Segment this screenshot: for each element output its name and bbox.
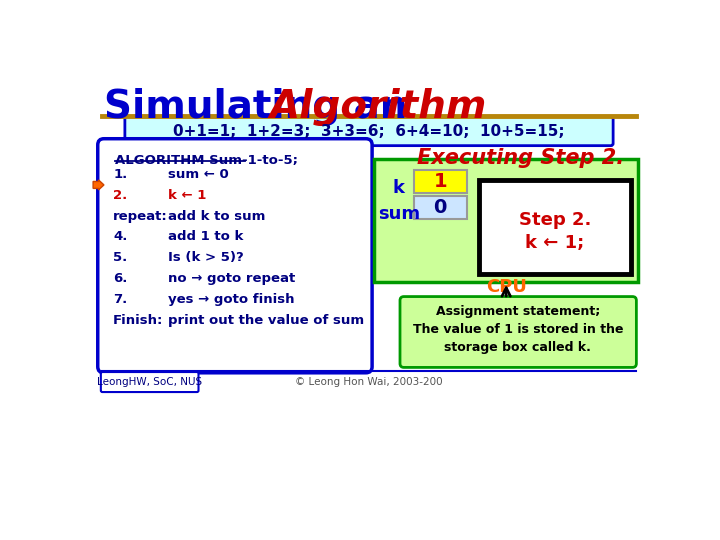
FancyArrow shape [93, 180, 104, 190]
Text: sum: sum [378, 205, 420, 223]
Text: print out the value of sum: print out the value of sum [168, 314, 364, 327]
Text: Algorithm: Algorithm [270, 88, 487, 126]
Text: Finish:: Finish: [113, 314, 163, 327]
Text: k ← 1;: k ← 1; [526, 234, 585, 252]
FancyBboxPatch shape [101, 372, 199, 392]
FancyBboxPatch shape [479, 180, 631, 274]
Text: 0: 0 [433, 198, 447, 217]
Text: 6.: 6. [113, 272, 127, 285]
Text: add 1 to k: add 1 to k [168, 231, 243, 244]
Text: 5.: 5. [113, 251, 127, 264]
FancyBboxPatch shape [125, 117, 613, 146]
Text: Executing Step 2.: Executing Step 2. [417, 148, 624, 168]
Text: 1: 1 [433, 172, 447, 191]
Text: yes → goto finish: yes → goto finish [168, 293, 294, 306]
Text: Is (k > 5)?: Is (k > 5)? [168, 251, 243, 264]
Text: 2.: 2. [113, 189, 127, 202]
Text: k ← 1: k ← 1 [168, 189, 206, 202]
FancyBboxPatch shape [414, 195, 467, 219]
FancyBboxPatch shape [400, 296, 636, 367]
Text: 0+1=1;  1+2=3;  3+3=6;  6+4=10;  10+5=15;: 0+1=1; 1+2=3; 3+3=6; 6+4=10; 10+5=15; [174, 124, 564, 139]
Text: © Leong Hon Wai, 2003-200: © Leong Hon Wai, 2003-200 [295, 377, 443, 387]
Text: 1.: 1. [113, 168, 127, 181]
Text: LeongHW, SoC, NUS: LeongHW, SoC, NUS [97, 377, 202, 387]
Text: Simulating an: Simulating an [104, 88, 420, 126]
Text: no → goto repeat: no → goto repeat [168, 272, 294, 285]
Text: sum ← 0: sum ← 0 [168, 168, 228, 181]
Text: Step 2.: Step 2. [519, 211, 591, 230]
FancyBboxPatch shape [98, 139, 372, 373]
Text: Assignment statement;
The value of 1 is stored in the
storage box called k.: Assignment statement; The value of 1 is … [413, 305, 623, 354]
Text: CPU: CPU [486, 278, 526, 296]
Text: 4.: 4. [113, 231, 127, 244]
FancyBboxPatch shape [414, 170, 467, 193]
Text: ALGORITHM Sum-1-to-5;: ALGORITHM Sum-1-to-5; [114, 154, 298, 167]
Text: 7.: 7. [113, 293, 127, 306]
Text: add k to sum: add k to sum [168, 210, 265, 222]
Text: k: k [392, 179, 404, 197]
Text: repeat:: repeat: [113, 210, 168, 222]
FancyBboxPatch shape [374, 159, 638, 282]
